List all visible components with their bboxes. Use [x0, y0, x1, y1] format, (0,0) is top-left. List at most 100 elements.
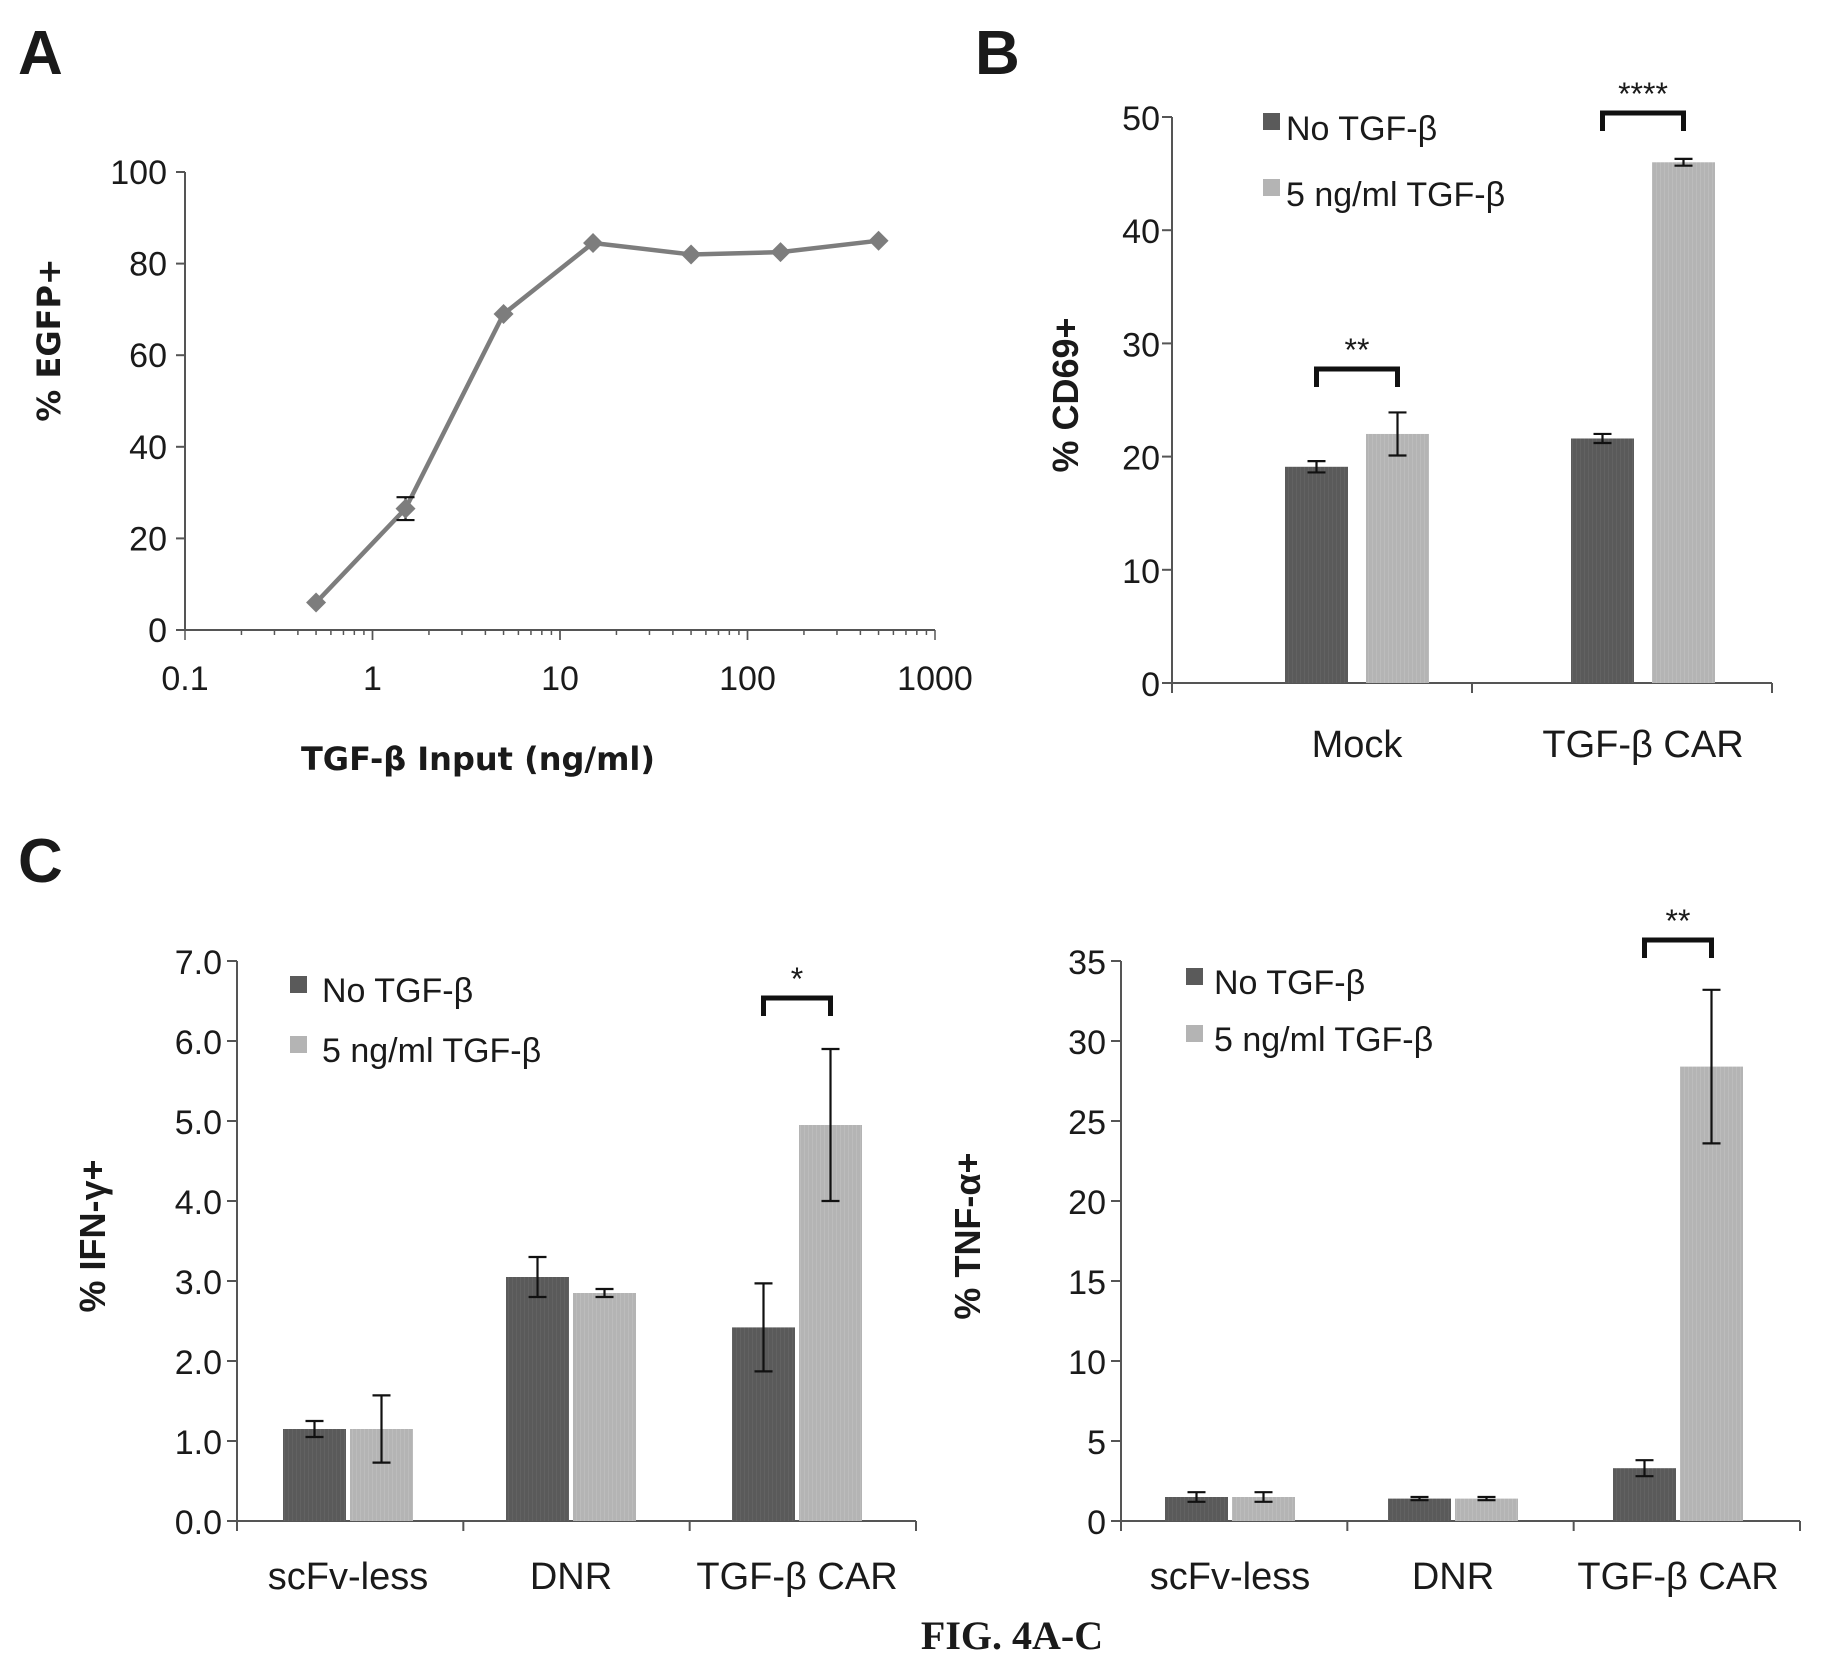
panel-c-tnf-legend-swatch-no-tgf	[1186, 968, 1203, 985]
panel-c-ifn-significance-label: *	[791, 961, 803, 997]
panel-b-ytick-label: 20	[1122, 440, 1160, 478]
panel-a-data-point	[395, 498, 416, 519]
panel-b-bar-no-tgf	[1571, 438, 1634, 683]
panel-a-ytick-label: 80	[129, 246, 167, 284]
panel-c-tnf-ytick-label: 10	[1068, 1344, 1106, 1382]
panel-c-ifn-marks: *	[283, 961, 862, 1521]
panel-c-ifn-ytick-label: 6.0	[175, 1024, 222, 1062]
panel-b-significance-bracket	[1314, 366, 1400, 387]
panel-c-tnf-ytick-label: 15	[1068, 1264, 1106, 1302]
panel-c-ifn-ytick-label: 5.0	[175, 1104, 222, 1142]
panel-c-tnf-ytick-label: 35	[1068, 944, 1106, 982]
panel-b-significance-bracket	[1600, 110, 1686, 131]
panel-c-tnf-bar-no-tgf	[1388, 1498, 1451, 1521]
panel-c-ifn-legend: No TGF-β 5 ng/ml TGF-β	[290, 972, 541, 1070]
panel-a-ylabel: % EGFP+	[30, 258, 68, 421]
panel-c-tnf-bar-tgf-5	[1455, 1498, 1518, 1521]
panel-c-tnf-ytick-label: 30	[1068, 1024, 1106, 1062]
panel-a-xtick-label: 0.1	[161, 660, 208, 698]
panel-b-bar-no-tgf	[1285, 466, 1348, 683]
panel-c-ifn-ytick-label: 4.0	[175, 1184, 222, 1222]
panel-c-tnf-category-label: TGF-β CAR	[1577, 1556, 1778, 1598]
panel-c-ifn-ytick-label: 1.0	[175, 1424, 222, 1462]
panel-c-ifn-ylabel: % IFN-γ+	[72, 1159, 113, 1312]
panel-c-tnf-legend: No TGF-β 5 ng/ml TGF-β	[1186, 964, 1433, 1059]
panel-c-tnf-legend-tgf-5: 5 ng/ml TGF-β	[1214, 1021, 1433, 1059]
panel-c-ifn-ytick-label: 0.0	[175, 1504, 222, 1542]
figure-caption: FIG. 4A-C	[921, 1613, 1103, 1658]
panel-b-significance-label: ****	[1618, 76, 1668, 112]
panel-a-ytick-label: 20	[129, 520, 167, 558]
panel-c: C 0.0 1.0 2.0 3.0 4.0 5.0 6.0 7.0 scFv-less DNR TG…	[18, 827, 1801, 1598]
panel-a-data-point	[583, 232, 604, 253]
panel-c-ifn-bar-no-tgf	[283, 1429, 346, 1521]
panel-c-ifn-bar-no-tgf	[506, 1277, 569, 1521]
panel-b-category-label: Mock	[1312, 724, 1404, 766]
panel-b-legend-tgf-5: 5 ng/ml TGF-β	[1286, 176, 1505, 214]
panel-b-legend-swatch-no-tgf	[1263, 113, 1280, 130]
panel-b-significance-label: **	[1345, 332, 1370, 368]
panel-b-category-label: TGF-β CAR	[1542, 724, 1743, 766]
panel-a-marks	[306, 230, 889, 613]
panel-b-legend-swatch-tgf-5	[1263, 179, 1280, 196]
panel-b-ytick-label: 0	[1141, 666, 1160, 704]
panel-a-xlabel: TGF-β Input (ng/ml)	[301, 740, 655, 778]
panel-a-data-point	[681, 244, 702, 265]
panel-label-b: B	[975, 19, 1020, 88]
panel-c-ifn-axes: 0.0 1.0 2.0 3.0 4.0 5.0 6.0 7.0 scFv-less DNR TGF-…	[175, 944, 917, 1598]
panel-a-axes: 0 20 40 60 80 100 0.1 1 10 100 1000	[110, 154, 973, 698]
panel-b-ytick-label: 30	[1122, 326, 1160, 364]
panel-c-tnf-marks: **	[1165, 903, 1743, 1521]
panel-c-ifn-ytick-label: 7.0	[175, 944, 222, 982]
panel-label-c: C	[18, 827, 63, 896]
panel-c-tnf-legend-no-tgf: No TGF-β	[1214, 964, 1365, 1002]
panel-b-bar-tgf-5	[1652, 162, 1715, 683]
panel-b-bar-tgf-5	[1366, 433, 1429, 683]
panel-a-ytick-label: 100	[110, 154, 167, 192]
panel-c-ifn-legend-swatch-no-tgf	[290, 976, 307, 993]
panel-a-data-point	[868, 230, 889, 251]
panel-c-tnf-ytick-label: 5	[1087, 1424, 1106, 1462]
panel-b-axes: 0 10 20 30 40 50 Mock TGF-β CAR	[1122, 100, 1773, 766]
panel-c-tnf-ylabel: % TNF-α+	[947, 1152, 988, 1319]
panel-c-ifn-legend-no-tgf: No TGF-β	[322, 972, 473, 1010]
panel-b-legend: No TGF-β 5 ng/ml TGF-β	[1263, 110, 1505, 214]
panel-a-ytick-label: 60	[129, 337, 167, 375]
panel-c-ifn-legend-tgf-5: 5 ng/ml TGF-β	[322, 1032, 541, 1070]
panel-c-tnf-category-label: scFv-less	[1150, 1556, 1310, 1598]
panel-b-ytick-label: 40	[1122, 213, 1160, 251]
panel-c-tnf-ytick-label: 25	[1068, 1104, 1106, 1142]
panel-b-ytick-label: 50	[1122, 100, 1160, 138]
panel-a-xtick-label: 1	[363, 660, 382, 698]
panel-a-xtick-label: 10	[541, 660, 579, 698]
panel-b-ylabel: % CD69+	[1045, 317, 1086, 472]
panel-a-xtick-label: 100	[719, 660, 776, 698]
panel-a-data-point	[306, 592, 327, 613]
panel-c-tnf-ytick-label: 20	[1068, 1184, 1106, 1222]
panel-c-tnf-ytick-label: 0	[1087, 1504, 1106, 1542]
panel-a-data-point	[770, 242, 791, 263]
panel-c-tnf-significance-label: **	[1666, 903, 1691, 939]
panel-a-ytick-label: 0	[148, 612, 167, 650]
panel-b-ytick-label: 10	[1122, 553, 1160, 591]
panel-a-xtick-label: 1000	[897, 660, 973, 698]
panel-b-marks: ******	[1285, 76, 1715, 683]
panel-c-ifn-ytick-label: 3.0	[175, 1264, 222, 1302]
panel-c-tnf-legend-swatch-tgf-5	[1186, 1025, 1203, 1042]
panel-a-ytick-label: 40	[129, 429, 167, 467]
panel-c-tnf-category-label: DNR	[1412, 1556, 1494, 1598]
panel-c-ifn-category-label: DNR	[530, 1556, 612, 1598]
panel-c-ifn-significance-bracket	[761, 995, 833, 1016]
panel-c-ifn-category-label: scFv-less	[268, 1556, 428, 1598]
panel-c-ifn-bar-tgf-5	[573, 1293, 636, 1521]
panel-b-legend-no-tgf: No TGF-β	[1286, 110, 1437, 148]
panel-c-ifn-ytick-label: 2.0	[175, 1344, 222, 1382]
panel-a: A 0 20 40 60 80 100 0.1 1 10 100 1000 % EGFP+ TGF-…	[18, 19, 973, 778]
panel-label-a: A	[18, 19, 63, 88]
panel-c-ifn-category-label: TGF-β CAR	[696, 1556, 897, 1598]
panel-a-data-point	[493, 303, 514, 324]
panel-a-series-line	[314, 238, 879, 605]
panel-c-tnf-significance-bracket	[1642, 937, 1714, 958]
